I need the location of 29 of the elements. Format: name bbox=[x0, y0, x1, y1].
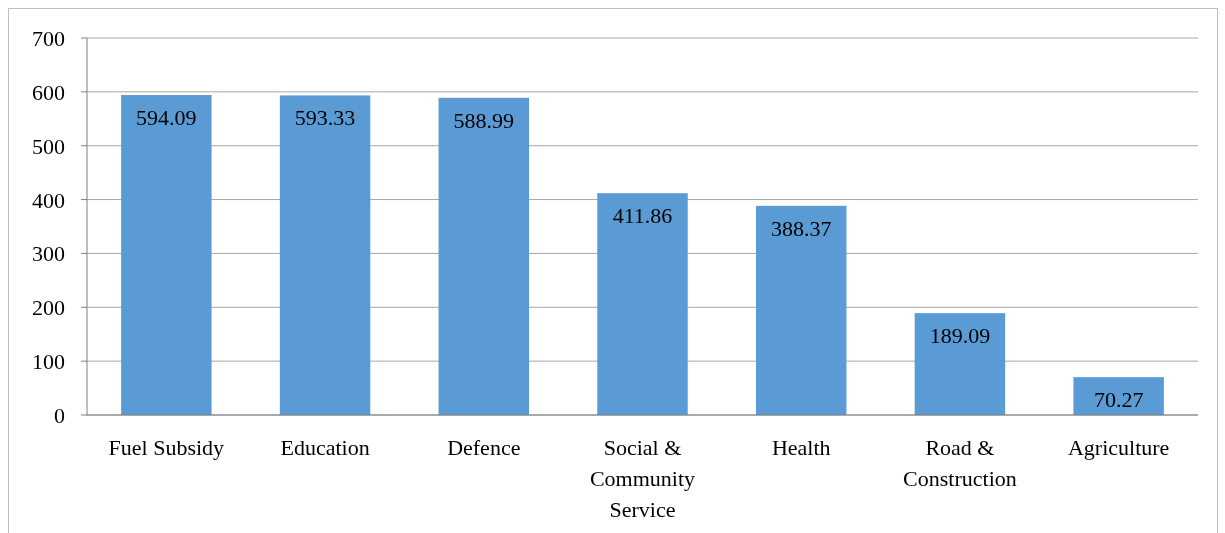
bar bbox=[121, 95, 212, 415]
y-tick-label: 0 bbox=[54, 403, 65, 428]
y-tick-label: 700 bbox=[32, 26, 65, 51]
bar bbox=[755, 205, 847, 415]
y-tick-label: 500 bbox=[32, 133, 65, 159]
data-label: 588.99 bbox=[453, 107, 515, 133]
bar bbox=[438, 97, 530, 415]
x-tick-label: Social & Community Service bbox=[589, 435, 696, 522]
data-label: 411.86 bbox=[612, 203, 673, 229]
y-tick-label: 300 bbox=[32, 241, 65, 267]
bar bbox=[279, 95, 371, 415]
x-tick-label: Education bbox=[280, 435, 370, 460]
bar bbox=[1073, 377, 1164, 415]
bar bbox=[914, 313, 1006, 415]
y-tick-label: 100 bbox=[32, 349, 65, 375]
data-label: 388.37 bbox=[770, 215, 832, 241]
data-label: 189.09 bbox=[929, 323, 991, 349]
data-label: 594.09 bbox=[136, 105, 197, 131]
y-tick-label: 600 bbox=[32, 79, 65, 105]
bar bbox=[597, 193, 688, 415]
x-tick-label: Health bbox=[771, 435, 831, 460]
x-tick-label: Agriculture bbox=[1067, 435, 1170, 460]
y-tick-label: 400 bbox=[32, 187, 65, 213]
data-label: 70.27 bbox=[1093, 387, 1144, 413]
x-tick-label: Road & Construction bbox=[903, 435, 1017, 491]
x-tick-label: Defence bbox=[447, 435, 521, 460]
y-tick-label: 200 bbox=[32, 295, 65, 321]
data-label: 593.33 bbox=[294, 105, 356, 131]
x-tick-label: Fuel Subsidy bbox=[108, 435, 225, 460]
